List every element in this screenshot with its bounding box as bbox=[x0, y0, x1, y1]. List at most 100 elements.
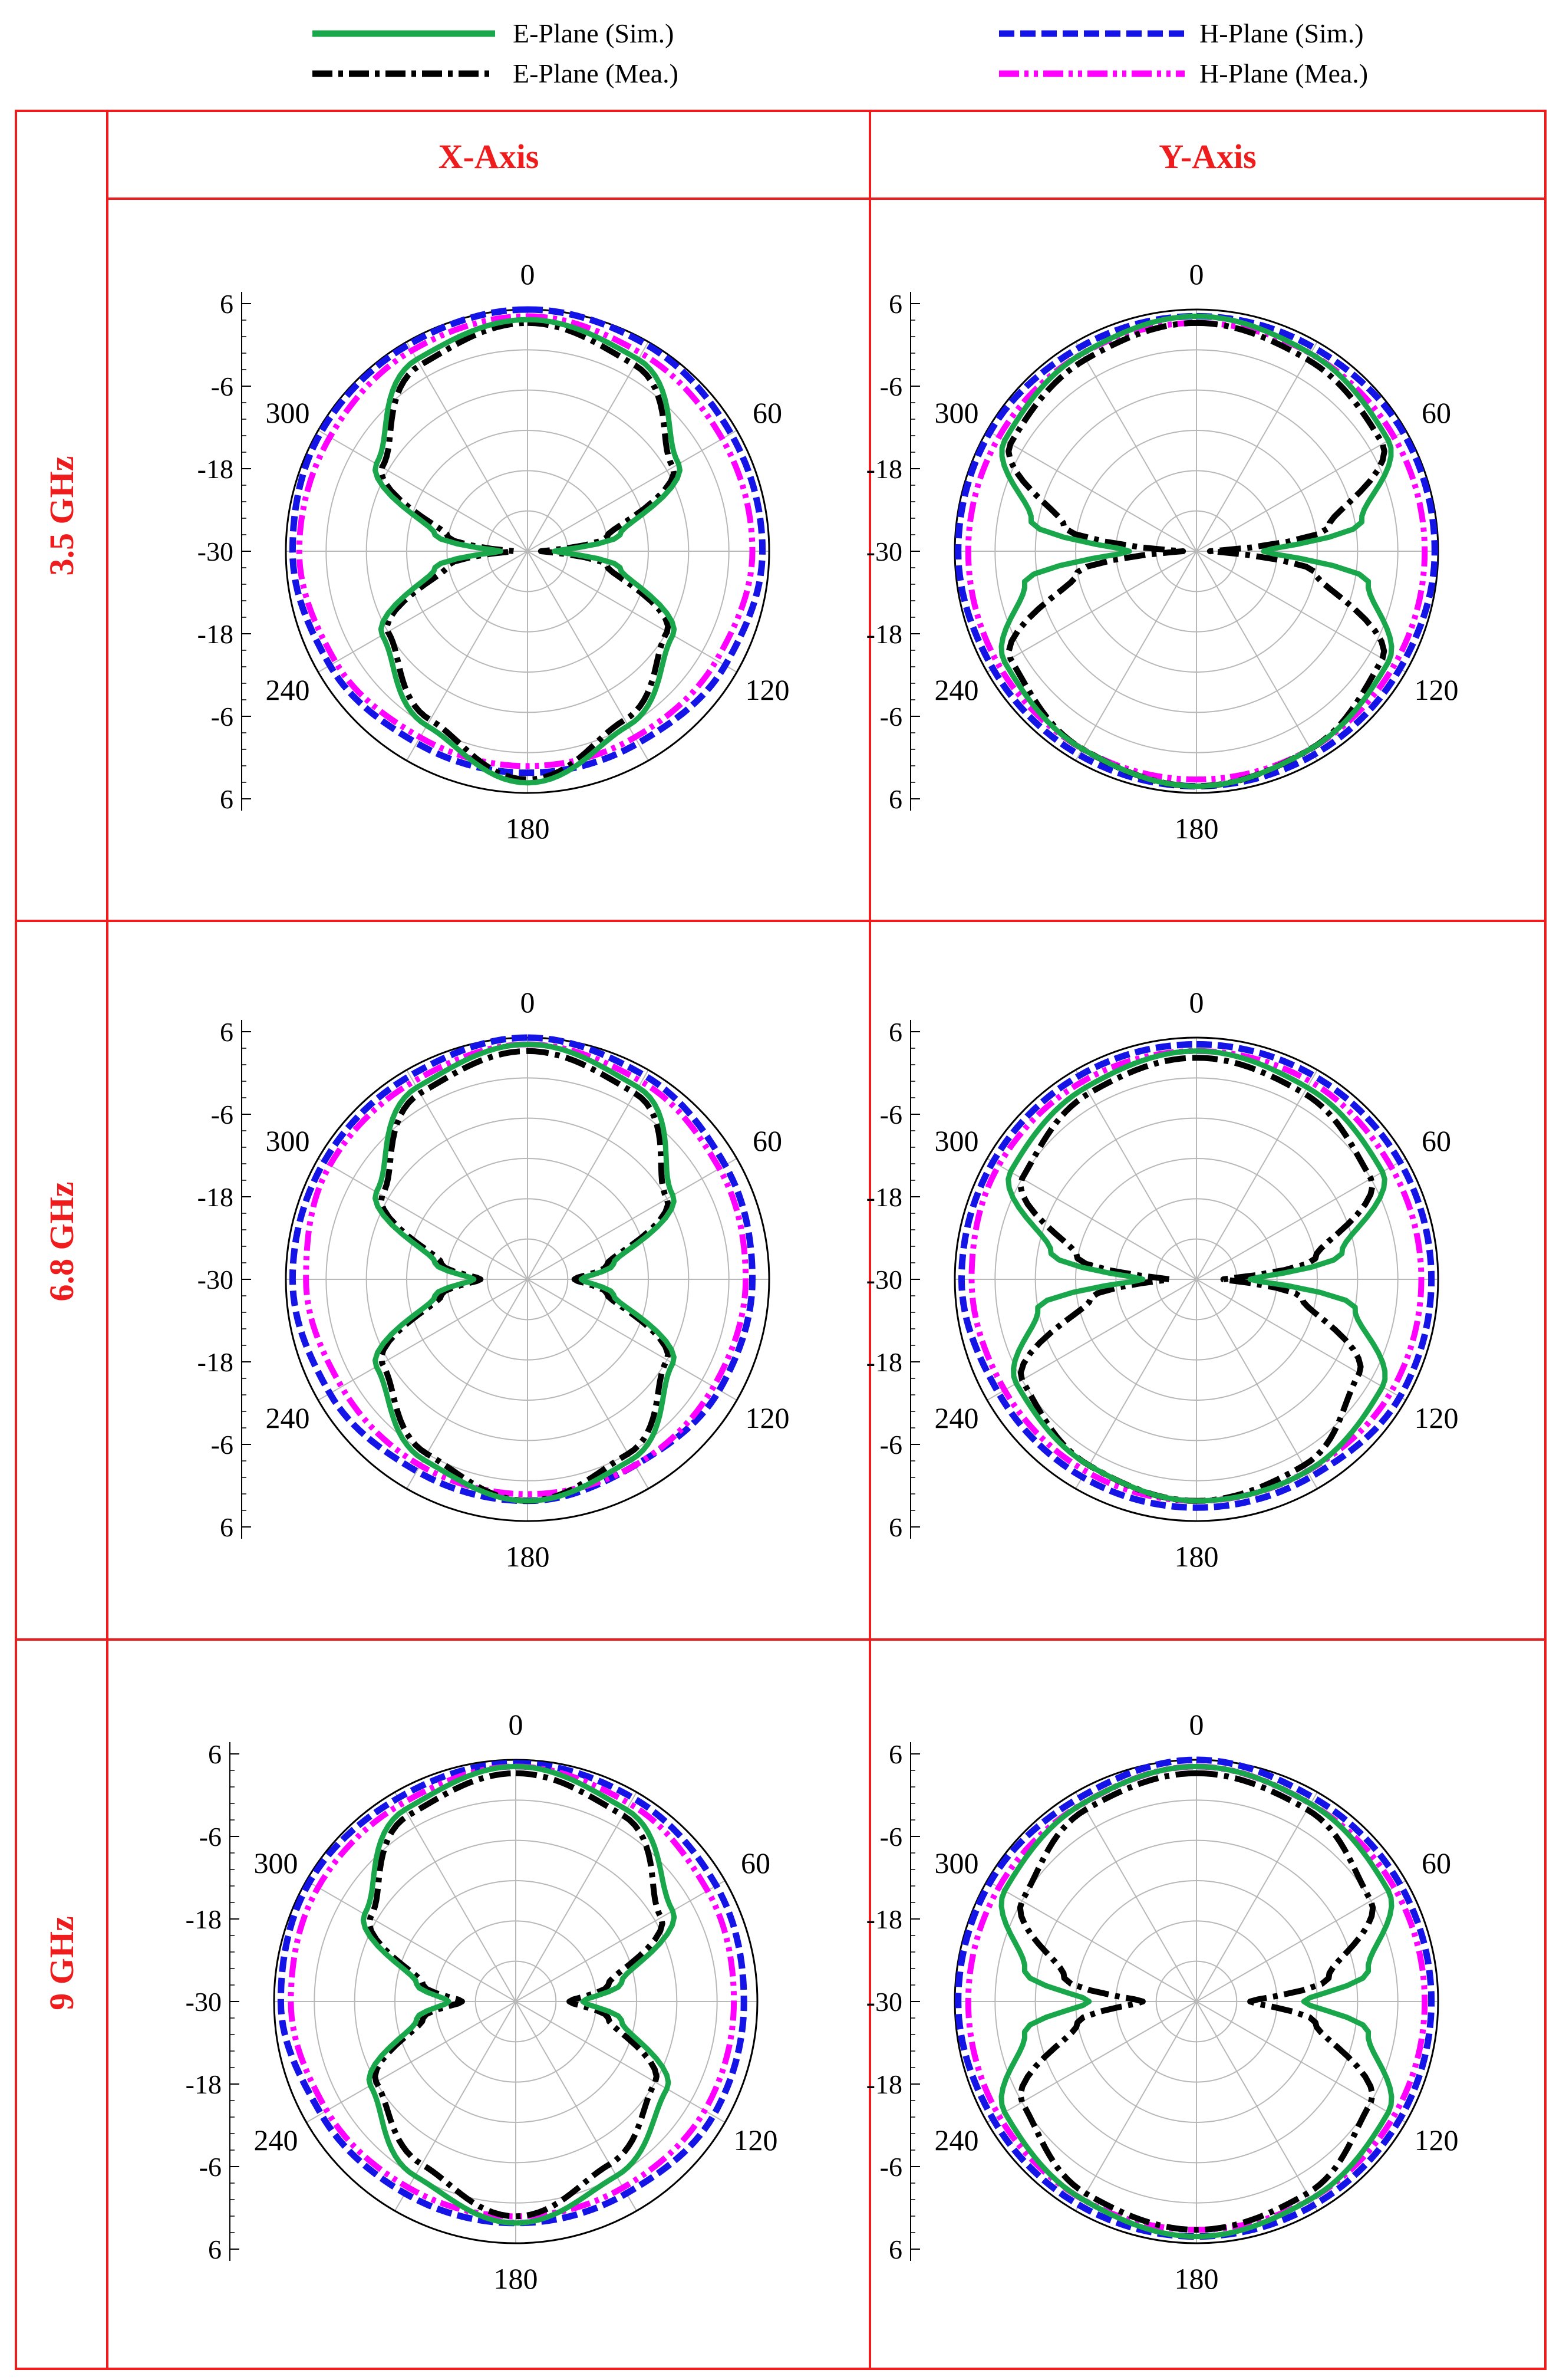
polar-plots: 0601201802403006-6-18-30-18-660601201802… bbox=[186, 258, 1459, 2295]
series-h-plane-mea bbox=[288, 1763, 737, 2220]
radial-tick-label-0: 6 bbox=[208, 1739, 222, 1769]
radial-tick-label-4: -18 bbox=[186, 2069, 222, 2099]
angle-label-180: 180 bbox=[1175, 2262, 1219, 2295]
grid-spoke-120 bbox=[515, 2001, 726, 2123]
outer-ring bbox=[954, 1036, 1439, 1522]
grid-spoke-330 bbox=[1075, 1069, 1197, 1280]
angle-label-60: 60 bbox=[753, 396, 782, 429]
grid-spoke-210 bbox=[1075, 551, 1197, 761]
angle-label-180: 180 bbox=[494, 2262, 538, 2295]
radial-tick-label-4: -18 bbox=[866, 1347, 902, 1377]
polar-plot-1: 0 60 120 180 240 300 6 -6 -18 -30 -18 -6 6 bbox=[866, 258, 1459, 845]
radial-tick-label-6: 6 bbox=[889, 2234, 902, 2264]
polar-plot-0: 0 60 120 180 240 300 6 -6 -18 -30 -18 -6 6 bbox=[197, 258, 790, 845]
grid-spoke-300 bbox=[987, 430, 1197, 552]
grid-spoke-30 bbox=[527, 341, 649, 552]
grid-spoke-330 bbox=[406, 1069, 528, 1280]
grid-spoke-60 bbox=[515, 1880, 726, 2002]
polar-plot-2: 0 60 120 180 240 300 6 -6 -18 -30 -18 -6 6 bbox=[197, 986, 790, 1573]
series-e-plane-sim bbox=[372, 317, 683, 786]
radial-tick-label-2: -18 bbox=[197, 1182, 233, 1212]
angle-label-240: 240 bbox=[265, 673, 309, 706]
series-h-plane-mea bbox=[303, 1041, 749, 1497]
polar-plot-5: 0 60 120 180 240 300 6 -6 -18 -30 -18 -6 6 bbox=[866, 1708, 1459, 2295]
grid-spoke-60 bbox=[527, 1158, 737, 1280]
grid-spoke-120 bbox=[527, 551, 737, 673]
angle-label-0: 0 bbox=[520, 986, 535, 1019]
radial-tick-label-4: -18 bbox=[197, 1347, 233, 1377]
radial-tick-label-1: -6 bbox=[211, 1100, 233, 1130]
series-e-plane-mea bbox=[366, 1770, 665, 2220]
polar-plot-4: 0 60 120 180 240 300 6 -6 -18 -30 -18 -6 6 bbox=[186, 1708, 778, 2295]
grid-spoke-330 bbox=[1075, 1792, 1197, 2002]
series-h-plane-sim bbox=[955, 1756, 1435, 2240]
grid-spoke-120 bbox=[1196, 1279, 1406, 1401]
radial-tick-label-4: -18 bbox=[866, 619, 902, 649]
angle-label-120: 120 bbox=[1415, 673, 1459, 706]
grid-spoke-240 bbox=[987, 2001, 1197, 2123]
radial-tick-label-5: -6 bbox=[880, 1430, 902, 1460]
angle-label-0: 0 bbox=[509, 1708, 523, 1741]
grid-spoke-240 bbox=[987, 551, 1197, 673]
radial-tick-label-0: 6 bbox=[220, 1017, 233, 1047]
grid-spoke-300 bbox=[318, 430, 528, 552]
series-e-plane-sim bbox=[1006, 1048, 1388, 1504]
radial-tick-label-1: -6 bbox=[880, 1822, 902, 1852]
angle-label-0: 0 bbox=[520, 258, 535, 291]
angle-label-300: 300 bbox=[265, 1124, 309, 1157]
grid-spoke-210 bbox=[1075, 2001, 1197, 2211]
radial-tick-label-4: -18 bbox=[866, 2069, 902, 2099]
grid-spoke-150 bbox=[1196, 2001, 1318, 2211]
angle-label-180: 180 bbox=[1175, 1540, 1219, 1573]
radial-tick-label-0: 6 bbox=[889, 1739, 902, 1769]
grid-spoke-240 bbox=[987, 1279, 1197, 1401]
radial-tick-label-3: -30 bbox=[866, 536, 902, 567]
angle-label-120: 120 bbox=[1415, 1401, 1459, 1434]
series-e-plane-mea bbox=[1017, 1770, 1376, 2233]
series-h-plane-sim bbox=[289, 306, 766, 776]
angle-label-120: 120 bbox=[734, 2124, 778, 2157]
grid-spoke-30 bbox=[1196, 1069, 1318, 1280]
series-e-plane-sim bbox=[998, 1763, 1395, 2240]
angle-label-60: 60 bbox=[741, 1846, 770, 1879]
angle-label-240: 240 bbox=[934, 1401, 978, 1434]
angle-label-120: 120 bbox=[746, 1401, 790, 1434]
angle-label-0: 0 bbox=[1189, 986, 1204, 1019]
angle-label-300: 300 bbox=[265, 396, 309, 429]
radial-tick-label-3: -30 bbox=[186, 1987, 222, 2017]
angle-label-60: 60 bbox=[753, 1124, 782, 1157]
grid-spoke-330 bbox=[406, 341, 528, 552]
outer-ring bbox=[954, 308, 1439, 794]
row-label-9ghz: 9 GHz bbox=[42, 1916, 81, 2010]
grid-spoke-300 bbox=[987, 1158, 1197, 1280]
series-e-plane-mea bbox=[378, 320, 677, 783]
grid-spoke-240 bbox=[318, 551, 528, 673]
series-h-plane-mea bbox=[965, 320, 1428, 783]
radial-tick-label-1: -6 bbox=[199, 1822, 222, 1852]
radial-tick-label-3: -30 bbox=[197, 1265, 233, 1295]
legend: E-Plane (Sim.) E-Plane (Mea.) H-Plane (S… bbox=[312, 18, 1368, 88]
radial-tick-label-0: 6 bbox=[889, 289, 902, 319]
angle-label-240: 240 bbox=[253, 2124, 298, 2157]
radial-tick-label-4: -18 bbox=[197, 619, 233, 649]
grid-spoke-30 bbox=[1196, 341, 1318, 552]
grid-spoke-60 bbox=[1196, 1880, 1406, 2002]
radial-tick-label-2: -18 bbox=[866, 454, 902, 484]
radial-tick-label-6: 6 bbox=[889, 1512, 902, 1542]
grid-spoke-240 bbox=[318, 1279, 528, 1401]
radial-tick-label-5: -6 bbox=[199, 2152, 222, 2182]
radial-tick-label-1: -6 bbox=[211, 371, 233, 401]
angle-label-300: 300 bbox=[934, 1124, 978, 1157]
radial-tick-label-6: 6 bbox=[889, 784, 902, 814]
radial-tick-label-0: 6 bbox=[889, 1017, 902, 1047]
table-frame bbox=[15, 110, 1547, 2370]
angle-label-120: 120 bbox=[1415, 2124, 1459, 2157]
series-h-plane-sim bbox=[955, 312, 1438, 790]
grid-spoke-150 bbox=[515, 2001, 637, 2211]
radial-tick-label-5: -6 bbox=[211, 702, 233, 732]
angle-label-240: 240 bbox=[934, 673, 978, 706]
grid-spoke-150 bbox=[1196, 1279, 1318, 1489]
radial-tick-label-3: -30 bbox=[197, 536, 233, 567]
grid-spoke-150 bbox=[1196, 551, 1318, 761]
angle-label-180: 180 bbox=[1175, 812, 1219, 845]
